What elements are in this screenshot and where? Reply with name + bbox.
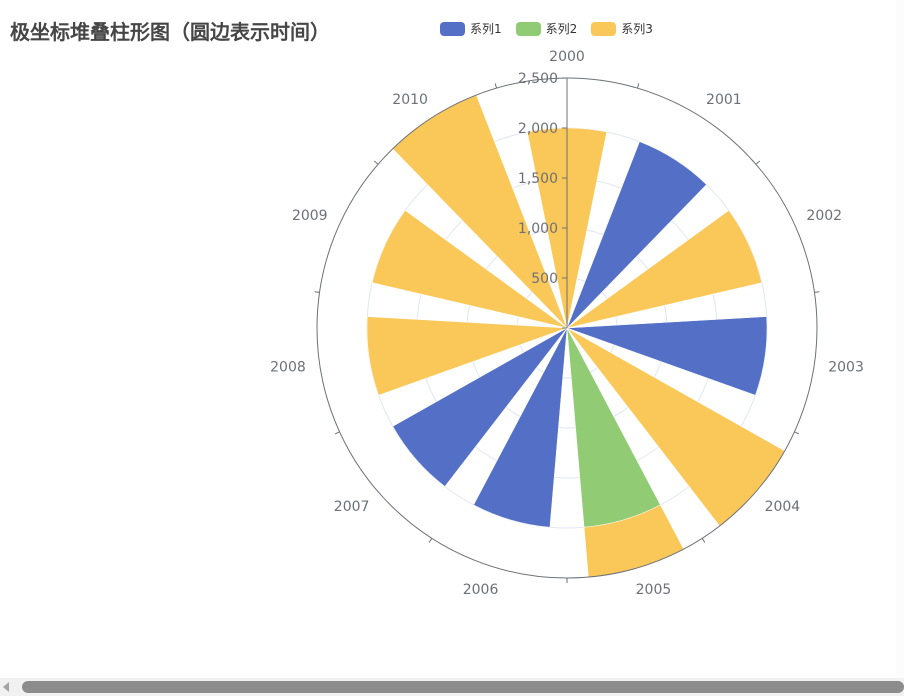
radius-tick-label: 2,000	[518, 121, 558, 137]
polar-bar-chart: 500 1,000 1,500 2,000 2,500 2000 2001 2002 2003 2…	[270, 49, 864, 598]
category-label-2002: 2002	[806, 208, 842, 224]
scrollbar-thumb[interactable]	[22, 681, 904, 693]
scroll-left-arrow-icon[interactable]	[3, 682, 9, 692]
angle-axis-tick	[314, 291, 320, 293]
bar-2001-series-1	[566, 141, 707, 329]
angle-axis-tick	[636, 83, 640, 89]
bar-2007-series-1	[392, 327, 568, 487]
legend-label: 系列2	[545, 22, 578, 36]
legend-label: 系列3	[621, 22, 653, 36]
bar-2002-series-3	[566, 210, 763, 329]
legend-swatch	[591, 21, 617, 36]
angle-axis-tick	[814, 291, 820, 293]
category-label-2001: 2001	[706, 92, 742, 108]
angle-axis-tick	[701, 538, 706, 543]
category-label-2000: 2000	[549, 49, 585, 65]
category-label-2009: 2009	[292, 208, 328, 224]
bar-2003-series-1	[566, 316, 768, 396]
radius-tick-label: 500	[531, 271, 558, 287]
legend-item-series-2[interactable]: 系列2	[515, 20, 578, 37]
chart-title: 极坐标堆叠柱形图（圆边表示时间）	[10, 20, 330, 44]
category-label-2007: 2007	[334, 499, 370, 515]
angle-axis-tick	[755, 160, 761, 165]
bar-2009-series-3	[371, 210, 568, 329]
bar-2006-series-1	[473, 327, 568, 528]
category-label-2003: 2003	[828, 360, 864, 376]
angle-axis-tick	[794, 431, 800, 435]
angle-axis-tick	[373, 160, 379, 165]
category-label-2005: 2005	[636, 582, 672, 598]
bars-group	[366, 94, 786, 578]
category-label-2004: 2004	[765, 499, 801, 515]
right-edge-strip	[896, 0, 904, 678]
horizontal-scrollbar[interactable]	[0, 678, 904, 696]
bar-2008-series-3	[366, 316, 568, 396]
radius-tick-label: 1,000	[518, 221, 558, 237]
legend-item-series-1[interactable]: 系列1	[440, 20, 502, 37]
legend: 系列1 系列2 系列3	[440, 20, 667, 37]
category-label-2010: 2010	[392, 92, 428, 108]
legend-label: 系列1	[470, 22, 502, 36]
category-label-2006: 2006	[463, 582, 499, 598]
radius-tick-label: 2,500	[518, 71, 558, 87]
angle-axis-tick	[494, 83, 498, 89]
radius-tick-label: 1,500	[518, 171, 558, 187]
legend-swatch	[440, 21, 465, 36]
category-label-2008: 2008	[270, 360, 306, 376]
legend-swatch	[515, 21, 541, 36]
angle-axis-tick	[428, 538, 433, 543]
legend-item-series-3[interactable]: 系列3	[591, 20, 653, 37]
angle-axis-tick	[334, 431, 340, 435]
